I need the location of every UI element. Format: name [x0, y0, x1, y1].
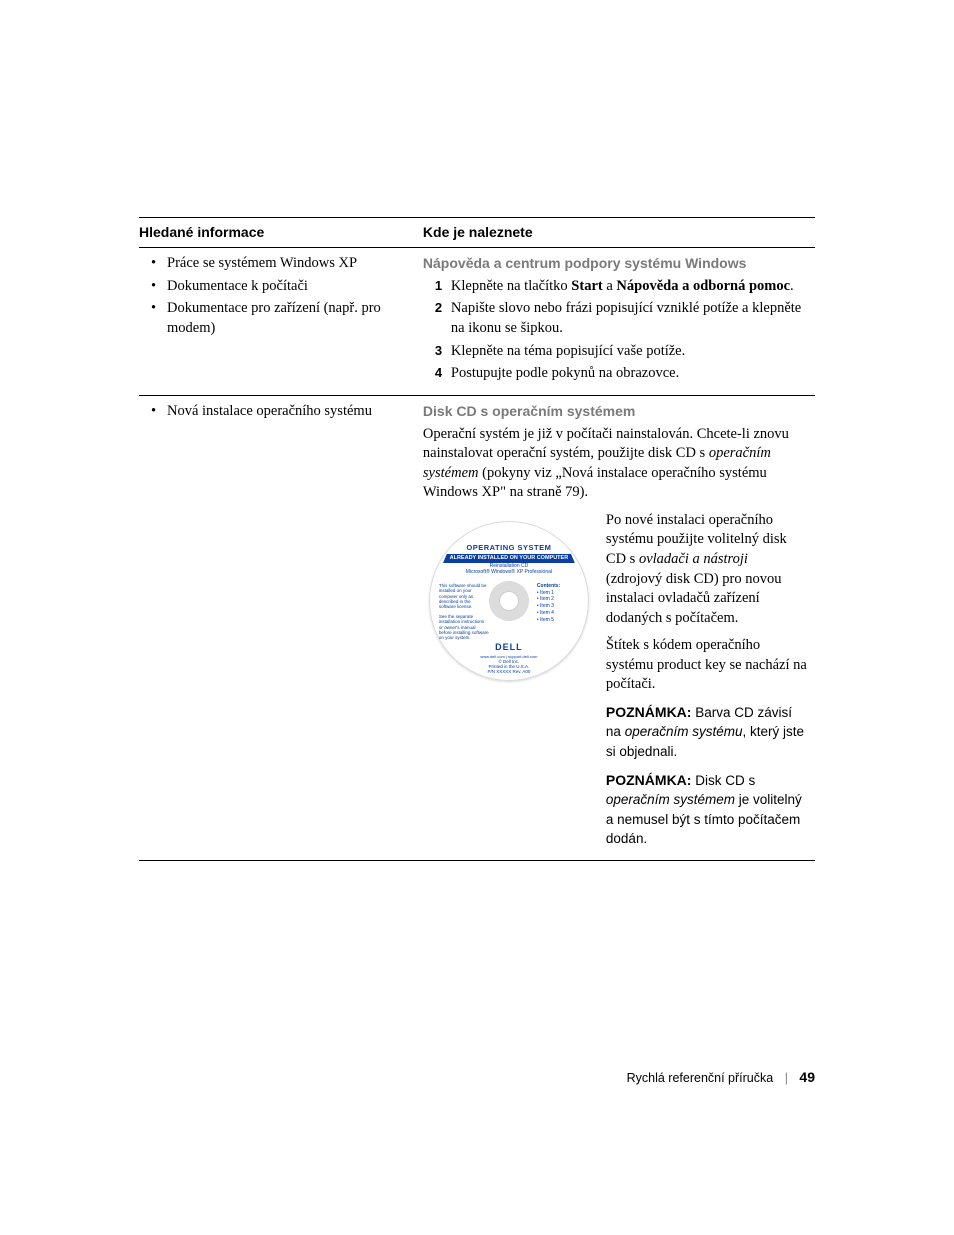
step-item: 1 Klepněte na tlačítko Start a Nápověda … [437, 277, 807, 297]
disc-content-item: • Item 1 [537, 590, 577, 597]
footer-title: Rychlá referenční příručka [627, 1071, 774, 1085]
disc-content-item: • Item 5 [537, 617, 577, 624]
bullet-item: Práce se systémem Windows XP [155, 254, 415, 274]
step-item: 4 Postupujte podle pokynů na obrazovce. [437, 364, 807, 384]
page-footer: Rychlá referenční příručka | 49 [627, 1069, 815, 1085]
step-text: Klepněte na téma popisující vaše potíže. [451, 343, 685, 359]
header-searched-info: Hledané informace [139, 218, 423, 248]
note-2: POZNÁMKA: Disk CD s operačním systémem j… [606, 771, 807, 850]
footer-separator: | [785, 1071, 788, 1085]
step-number: 1 [435, 277, 442, 295]
bullet-item: Nová instalace operačního systému [155, 402, 415, 422]
row2-intro: Operační systém je již v počítači nainst… [423, 425, 807, 503]
table-row: Práce se systémem Windows XP Dokumentace… [139, 248, 815, 396]
step-item: 2 Napište slovo nebo frázi popisující vz… [437, 299, 807, 338]
step-item: 3 Klepněte na téma popisující vaše potíž… [437, 342, 807, 362]
bullet-item: Dokumentace pro zařízení (např. pro mode… [155, 299, 415, 338]
side-para-1: Po nové instalaci operačního systému pou… [606, 511, 807, 628]
disc-banner: ALREADY INSTALLED ON YOUR COMPUTER [443, 554, 575, 563]
row1-right: Nápověda a centrum podpory systému Windo… [423, 248, 815, 396]
disc-title: OPERATING SYSTEM [429, 543, 589, 553]
row2-left: Nová instalace operačního systému [139, 395, 423, 860]
table-row: Nová instalace operačního systému Disk C… [139, 395, 815, 860]
disc-subtitle: Reinstallation CD Microsoft® Windows® XP… [429, 563, 589, 576]
disc-content-item: • Item 3 [537, 603, 577, 610]
row2-subhead: Disk CD s operačním systémem [423, 402, 807, 421]
cd-disc-illustration: OPERATING SYSTEM ALREADY INSTALLED ON YO… [423, 515, 598, 690]
disc-content-item: • Item 4 [537, 610, 577, 617]
header-where-to-find: Kde je naleznete [423, 218, 815, 248]
bullet-item: Dokumentace k počítači [155, 277, 415, 297]
document-page: Hledané informace Kde je naleznete Práce… [0, 0, 954, 1235]
row2-side-text: Po nové instalaci operačního systému pou… [606, 511, 807, 852]
row1-subhead: Nápověda a centrum podpory systému Windo… [423, 254, 807, 273]
cd-disc: OPERATING SYSTEM ALREADY INSTALLED ON YO… [429, 521, 589, 681]
row1-left: Práce se systémem Windows XP Dokumentace… [139, 248, 423, 396]
disc-left-text: This software should be installed on you… [439, 583, 489, 645]
disc-content-item: • Item 2 [537, 596, 577, 603]
disc-right-contents: Contents: • Item 1 • Item 2 • Item 3 • I… [537, 583, 577, 624]
step-text: Postupujte podle pokynů na obrazovce. [451, 365, 679, 381]
disc-footer: © Dell Inc. Printed in the U.S.A. P/N XX… [429, 659, 589, 675]
note-1: POZNÁMKA: Barva CD závisí na operačním s… [606, 703, 807, 763]
info-table: Hledané informace Kde je naleznete Práce… [139, 217, 815, 861]
step-number: 4 [435, 364, 442, 382]
side-para-2: Štítek s kódem operačního systému produc… [606, 636, 807, 695]
step-text: Klepněte na tlačítko Start a Nápověda a … [451, 278, 794, 294]
row2-right: Disk CD s operačním systémem Operační sy… [423, 395, 815, 860]
step-number: 3 [435, 342, 442, 360]
step-text: Napište slovo nebo frázi popisující vzni… [451, 300, 801, 336]
step-number: 2 [435, 299, 442, 317]
disc-logo: DELL [429, 641, 589, 653]
page-number: 49 [799, 1069, 815, 1085]
